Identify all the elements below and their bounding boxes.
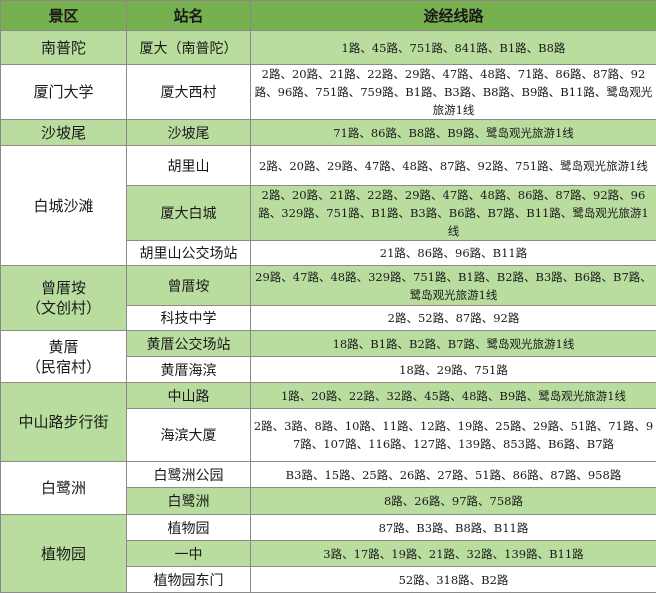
station-name: 黄厝海滨: [127, 357, 251, 383]
route-list: B3路、15路、25路、26路、27路、51路、86路、87路、958路: [251, 462, 656, 488]
station-name: 一中: [127, 541, 251, 567]
area-name: 白城沙滩: [3, 196, 124, 216]
station-name: 厦大（南普陀）: [127, 31, 251, 65]
station-name: 胡里山: [127, 146, 251, 186]
route-list: 21路、86路、96路、B11路: [251, 241, 656, 266]
route-list: 18路、B1路、B2路、B7路、鹭岛观光旅游1线: [251, 331, 656, 357]
area-cell: 白鹭洲: [1, 462, 127, 515]
area-cell: 白城沙滩: [1, 146, 127, 266]
route-list: 2路、20路、21路、22路、29路、47路、48路、86路、87路、92路、9…: [251, 186, 656, 241]
area-cell: 植物园: [1, 515, 127, 593]
station-name: 海滨大厦: [127, 409, 251, 462]
route-list: 1路、45路、751路、841路、B1路、B8路: [251, 31, 656, 65]
route-list: 1路、20路、22路、32路、45路、48路、B9路、鹭岛观光旅游1线: [251, 383, 656, 409]
route-list: 52路、318路、B2路: [251, 567, 656, 593]
route-list: 2路、3路、8路、10路、11路、12路、19路、25路、29路、51路、71路…: [251, 409, 656, 462]
header-cell: 站名: [127, 1, 251, 31]
header-cell: 途经线路: [251, 1, 656, 31]
area-name: 白鹭洲: [3, 478, 124, 498]
area-name: （民宿村）: [3, 357, 124, 377]
station-name: 胡里山公交场站: [127, 241, 251, 266]
header-row: 景区 站名 途经线路: [1, 1, 656, 31]
station-name: 沙坡尾: [127, 120, 251, 146]
route-list: 2路、20路、29路、47路、48路、87路、92路、751路、鹭岛观光旅游1线: [251, 146, 656, 186]
route-list: 29路、47路、48路、329路、751路、B1路、B2路、B3路、B6路、B7…: [251, 266, 656, 306]
area-cell: 曾厝垵（文创村）: [1, 266, 127, 331]
area-cell: 南普陀: [1, 31, 127, 65]
area-cell: 厦门大学: [1, 65, 127, 120]
route-list: 18路、29路、751路: [251, 357, 656, 383]
table-body: 南普陀厦大（南普陀）1路、45路、751路、841路、B1路、B8路厦门大学厦大…: [1, 31, 656, 593]
table-row: 南普陀厦大（南普陀）1路、45路、751路、841路、B1路、B8路: [1, 31, 656, 65]
station-name: 植物园: [127, 515, 251, 541]
station-name: 白鹭洲: [127, 488, 251, 515]
area-name: 曾厝垵: [3, 278, 124, 298]
area-name: （文创村）: [3, 298, 124, 318]
station-name: 曾厝垵: [127, 266, 251, 306]
station-name: 厦大西村: [127, 65, 251, 120]
area-name: 黄厝: [3, 337, 124, 357]
station-name: 中山路: [127, 383, 251, 409]
route-list: 3路、17路、19路、21路、32路、139路、B11路: [251, 541, 656, 567]
area-cell: 沙坡尾: [1, 120, 127, 146]
area-name: 沙坡尾: [3, 123, 124, 143]
header-cell: 景区: [1, 1, 127, 31]
area-name: 植物园: [3, 544, 124, 564]
route-list: 71路、86路、B8路、B9路、鹭岛观光旅游1线: [251, 120, 656, 146]
station-name: 白鹭洲公园: [127, 462, 251, 488]
route-list: 2路、20路、21路、22路、29路、47路、48路、71路、86路、87路、9…: [251, 65, 656, 120]
route-list: 87路、B3路、B8路、B11路: [251, 515, 656, 541]
route-list: 8路、26路、97路、758路: [251, 488, 656, 515]
station-name: 科技中学: [127, 306, 251, 331]
area-name: 中山路步行街: [3, 412, 124, 432]
area-cell: 黄厝（民宿村）: [1, 331, 127, 383]
station-name: 厦大白城: [127, 186, 251, 241]
area-name: 南普陀: [3, 38, 124, 58]
station-name: 植物园东门: [127, 567, 251, 593]
route-list: 2路、52路、87路、92路: [251, 306, 656, 331]
area-cell: 中山路步行街: [1, 383, 127, 462]
area-name: 厦门大学: [3, 82, 124, 102]
station-name: 黄厝公交场站: [127, 331, 251, 357]
